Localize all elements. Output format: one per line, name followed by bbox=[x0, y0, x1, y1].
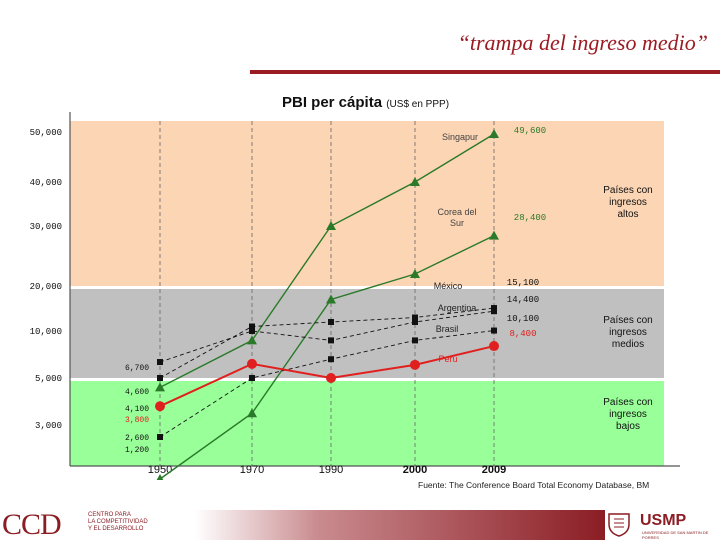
data-point bbox=[326, 221, 336, 230]
data-point bbox=[410, 177, 420, 186]
data-point bbox=[247, 358, 257, 369]
data-point bbox=[328, 319, 334, 325]
band-label: ingresos bbox=[609, 197, 647, 208]
income-band bbox=[70, 289, 664, 378]
end-value-label: 8,400 bbox=[509, 329, 536, 339]
ccd-logo: CCD bbox=[2, 508, 62, 541]
data-point bbox=[412, 337, 418, 344]
series-label: Argentina bbox=[438, 303, 477, 313]
usmp-subtitle: UNIVERSIDAD DE SAN MARTIN DE PORRES bbox=[642, 530, 709, 540]
data-point bbox=[326, 373, 336, 383]
y-tick-label: 20,000 bbox=[30, 282, 62, 292]
y-tick-label: 3,000 bbox=[35, 421, 62, 431]
start-value-label: 4,600 bbox=[125, 388, 149, 397]
y-tick-label: 50,000 bbox=[30, 128, 62, 138]
data-point bbox=[491, 327, 497, 334]
x-tick-label: 1990 bbox=[319, 464, 343, 476]
x-tick-label: 1970 bbox=[240, 464, 264, 476]
slide-title: “trampa del ingreso medio” bbox=[457, 30, 708, 55]
band-label: Países con bbox=[603, 315, 652, 326]
data-point bbox=[249, 323, 255, 330]
chart-subtitle: (US$ en PPP) bbox=[386, 99, 450, 110]
ccd-line: LA COMPETITIVIDAD bbox=[88, 519, 148, 525]
start-value-label: 1,200 bbox=[125, 446, 149, 455]
y-tick-label: 40,000 bbox=[30, 178, 62, 188]
data-point bbox=[326, 294, 336, 304]
gdp-per-capita-chart: 50,000 40,000 30,000 20,000 10,000 5,000 3,000… bbox=[30, 112, 680, 480]
data-point bbox=[155, 401, 165, 412]
data-point bbox=[249, 375, 255, 381]
data-point bbox=[328, 356, 334, 363]
series-label: México bbox=[434, 281, 463, 291]
series-label: Singapur bbox=[442, 132, 478, 142]
data-point bbox=[410, 359, 420, 370]
y-tick-label: 10,000 bbox=[30, 327, 62, 337]
data-point bbox=[491, 308, 497, 315]
end-value-label: 10,100 bbox=[507, 314, 539, 324]
chart-title-main: PBI per cápita bbox=[282, 94, 383, 111]
data-point bbox=[489, 129, 499, 138]
start-value-label: 2,600 bbox=[125, 434, 149, 443]
chart-title: PBI per cápita (US$ en PPP) bbox=[282, 94, 449, 111]
end-value-label: 49,600 bbox=[514, 126, 546, 136]
data-point bbox=[249, 328, 255, 334]
data-point bbox=[156, 474, 164, 480]
band-label: bajos bbox=[616, 421, 640, 432]
source-note: Fuente: The Conference Board Total Econo… bbox=[418, 480, 650, 490]
data-point bbox=[489, 230, 499, 240]
data-point bbox=[247, 335, 257, 345]
x-tick-label: 2000 bbox=[403, 464, 427, 476]
start-value-label: 3,800 bbox=[125, 416, 149, 425]
x-tick-label: 2009 bbox=[482, 464, 506, 476]
band-label: ingresos bbox=[609, 409, 647, 420]
income-band bbox=[70, 381, 664, 466]
band-label: Países con bbox=[603, 185, 652, 196]
ccd-line: Y EL DESARROLLO bbox=[88, 526, 144, 532]
band-label: altos bbox=[617, 209, 638, 220]
data-point bbox=[247, 408, 257, 418]
end-value-label: 14,400 bbox=[507, 295, 539, 305]
data-point bbox=[410, 269, 420, 278]
data-point bbox=[328, 337, 334, 344]
data-point bbox=[412, 319, 418, 325]
ccd-text: CENTRO PARA LA COMPETITIVIDAD Y EL DESAR… bbox=[88, 512, 148, 533]
footer-bar bbox=[195, 510, 605, 540]
data-point bbox=[157, 375, 163, 381]
data-point bbox=[489, 341, 499, 352]
start-value-label: 4,100 bbox=[125, 405, 149, 414]
series-label: Perú bbox=[438, 354, 457, 364]
series-label: Sur bbox=[450, 218, 464, 228]
x-tick-label: 1950 bbox=[148, 464, 172, 476]
start-value-label: 6,700 bbox=[125, 364, 149, 373]
income-band bbox=[70, 121, 664, 286]
data-point bbox=[491, 305, 497, 312]
shield-icon bbox=[608, 513, 630, 537]
y-tick-label: 30,000 bbox=[30, 222, 62, 232]
data-point bbox=[157, 434, 163, 440]
ccd-line: CENTRO PARA bbox=[88, 512, 131, 518]
band-label: Países con bbox=[603, 397, 652, 408]
series-label: Brasil bbox=[436, 324, 459, 334]
band-label: medios bbox=[612, 339, 644, 350]
data-point bbox=[155, 382, 165, 392]
end-value-label: 15,100 bbox=[507, 278, 539, 288]
series-label: Corea del bbox=[437, 207, 476, 217]
usmp-logo: USMP bbox=[640, 512, 687, 529]
data-point bbox=[157, 359, 163, 366]
band-label: ingresos bbox=[609, 327, 647, 338]
data-point bbox=[412, 314, 418, 321]
y-tick-label: 5,000 bbox=[35, 374, 62, 384]
end-value-label: 28,400 bbox=[514, 213, 546, 223]
title-rule bbox=[250, 70, 720, 74]
